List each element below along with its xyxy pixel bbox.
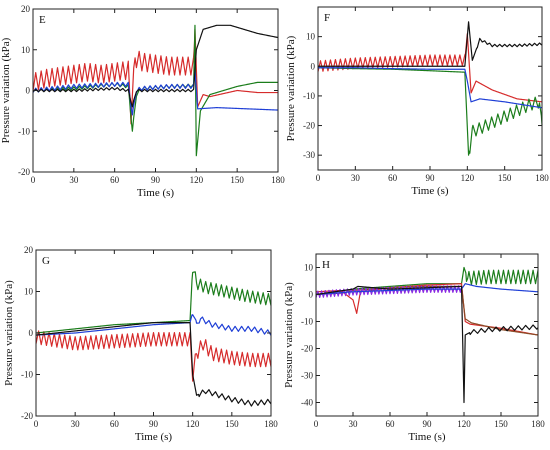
- x-tick-label: 150: [498, 173, 512, 183]
- series-line-3: [318, 67, 543, 109]
- x-tick-label: 150: [230, 175, 244, 185]
- panel-label: H: [322, 259, 330, 271]
- series-line-2: [317, 67, 543, 156]
- x-axis-title: Time (s): [137, 187, 175, 199]
- x-tick-label: 30: [71, 419, 81, 429]
- x-tick-label: 120: [461, 173, 475, 183]
- series-line-1: [35, 330, 272, 382]
- x-tick-label: 0: [31, 175, 36, 185]
- y-tick-label: -10: [18, 126, 30, 136]
- x-tick-label: 30: [349, 419, 359, 429]
- panel-e: 0 30 60 90 120 150 180 -20 -10 0 10 20 E Time (s) Pres…: [0, 4, 285, 199]
- series-line-2: [315, 283, 539, 336]
- x-tick-label: 180: [264, 419, 278, 429]
- y-tick-label: -30: [303, 150, 315, 160]
- y-tick-label: -20: [301, 344, 313, 354]
- x-tick-label: 180: [535, 173, 549, 183]
- panel-h: 0 30 60 90 120 150 180 -40 -30 -20 -10 0 10 H Time (s)…: [283, 253, 545, 443]
- series-line-4: [32, 24, 279, 108]
- y-tick-label: -20: [21, 411, 33, 421]
- y-tick-label: -10: [21, 370, 33, 380]
- x-axis-title: Time (s): [411, 185, 449, 197]
- y-axis-title: Pressure variation (kPa): [0, 37, 12, 143]
- y-tick-label: 0: [311, 61, 316, 71]
- y-tick-label: 10: [304, 263, 314, 273]
- y-tick-label: -10: [301, 317, 313, 327]
- series-line-5: [315, 283, 539, 296]
- x-tick-label: 120: [457, 419, 471, 429]
- y-tick-label: 0: [26, 86, 31, 96]
- y-axis-title: Pressure variation (kPa): [285, 35, 297, 141]
- y-tick-label: 10: [21, 45, 31, 55]
- x-tick-label: 150: [225, 419, 239, 429]
- y-tick-label: -20: [303, 121, 315, 131]
- x-tick-label: 30: [351, 173, 361, 183]
- x-tick-label: 0: [316, 173, 321, 183]
- panel-f: 0 30 60 90 120 150 180 -30 -20 -10 0 10 F Time (s) Pre…: [285, 6, 549, 197]
- x-tick-label: 60: [386, 419, 396, 429]
- y-tick-label: 20: [24, 245, 34, 255]
- y-axis-title: Pressure variation (kPa): [283, 282, 295, 388]
- y-axis-title: Pressure variation (kPa): [3, 280, 15, 386]
- x-tick-label: 90: [423, 419, 433, 429]
- y-tick-label: -40: [301, 398, 313, 408]
- x-tick-label: 90: [149, 419, 159, 429]
- x-tick-label: 60: [110, 175, 120, 185]
- x-tick-label: 90: [426, 173, 436, 183]
- x-tick-label: 180: [531, 419, 545, 429]
- y-tick-label: -10: [303, 91, 315, 101]
- x-tick-label: 0: [34, 419, 39, 429]
- x-tick-label: 60: [110, 419, 120, 429]
- y-tick-label: 20: [21, 4, 31, 14]
- x-tick-label: 180: [271, 175, 285, 185]
- series-line-1: [317, 33, 543, 103]
- series-line-3: [35, 314, 272, 336]
- y-tick-label: 10: [306, 32, 316, 42]
- x-axis-title: Time (s): [408, 431, 446, 443]
- plot-frame: [317, 6, 543, 171]
- x-axis-title: Time (s): [135, 431, 173, 443]
- x-tick-label: 0: [314, 419, 319, 429]
- panel-label: G: [42, 255, 50, 267]
- panel-label: F: [324, 12, 330, 24]
- x-tick-label: 120: [190, 175, 204, 185]
- y-tick-label: 10: [24, 287, 34, 297]
- x-tick-label: 120: [186, 419, 200, 429]
- panel-label: E: [39, 14, 46, 26]
- series-line-6: [315, 285, 539, 404]
- x-tick-label: 60: [388, 173, 398, 183]
- panel-g: 0 30 60 90 120 150 180 -20 -10 0 10 20 G Time (s) Pres…: [3, 245, 278, 443]
- y-tick-label: -20: [18, 167, 30, 177]
- y-tick-label: 0: [309, 290, 314, 300]
- x-tick-label: 90: [151, 175, 161, 185]
- series-line-3: [32, 69, 279, 116]
- x-tick-label: 30: [69, 175, 79, 185]
- series-line-4: [35, 322, 272, 407]
- x-tick-label: 150: [494, 419, 508, 429]
- series-line-4: [318, 21, 543, 67]
- series-line-2: [35, 271, 272, 334]
- y-tick-label: -30: [301, 371, 313, 381]
- y-tick-label: 0: [29, 328, 34, 338]
- series-line-1: [32, 28, 278, 125]
